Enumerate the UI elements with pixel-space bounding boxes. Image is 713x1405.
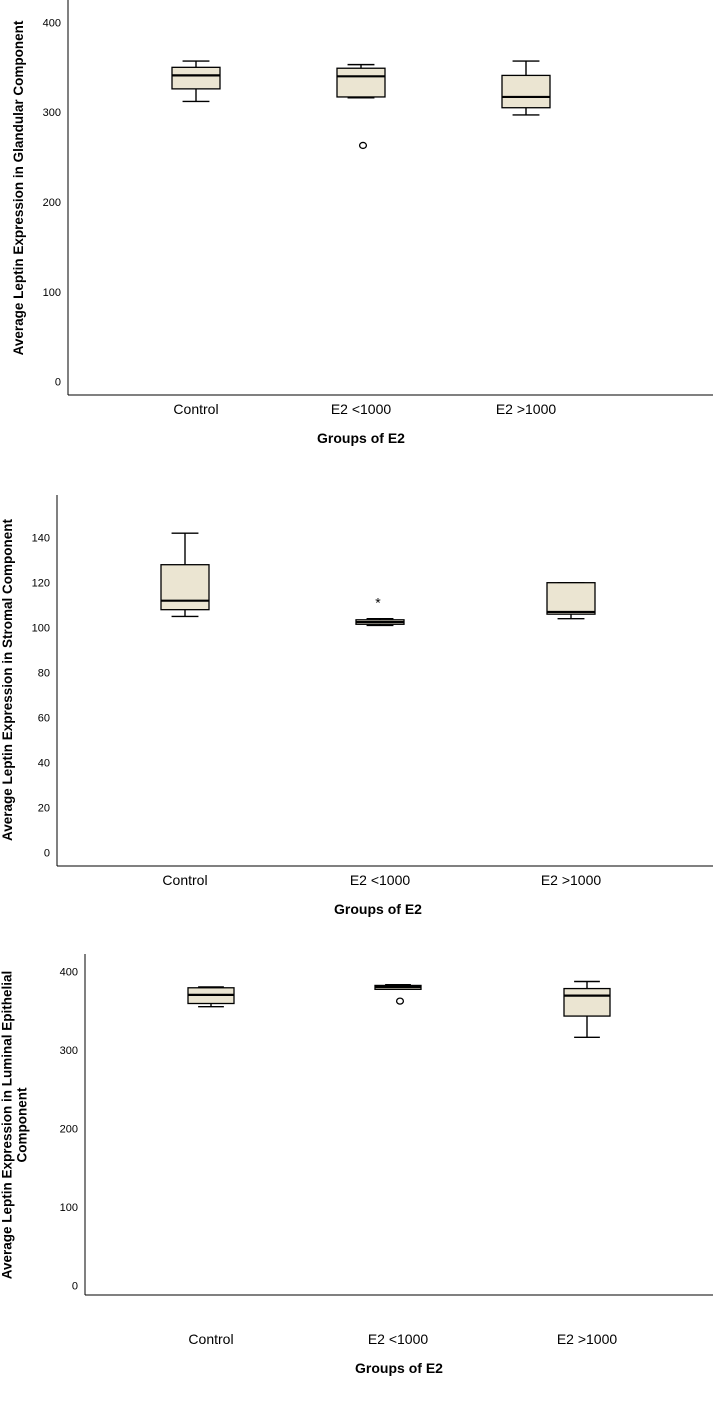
panel2-category-label: Control xyxy=(162,872,207,888)
panel2-ytick-label: 40 xyxy=(38,758,50,770)
panel2-ytick-label: 100 xyxy=(32,623,50,635)
panel3-x-axis-label: Groups of E2 xyxy=(355,1360,443,1376)
panel1-ytick-label: 300 xyxy=(43,107,61,119)
panel1-box xyxy=(501,74,551,109)
panel3-ytick-label: 200 xyxy=(60,1123,78,1135)
panel2-box xyxy=(160,564,210,611)
panel3-y-axis-label: Component xyxy=(15,1087,30,1162)
panel1-ytick-label: 0 xyxy=(55,377,61,389)
panel1-x-axis-label: Groups of E2 xyxy=(317,430,405,446)
panel2-y-axis-label: Average Leptin Expression in Stromal Com… xyxy=(0,518,15,841)
panel3-category-label: Control xyxy=(188,1331,233,1347)
panel2-category-label: E2 <1000 xyxy=(350,872,411,888)
panel2-ytick-label: 140 xyxy=(32,533,50,545)
panel1-ytick-label: 200 xyxy=(43,197,61,209)
panel2-box xyxy=(546,582,596,615)
panel1-category-label: Control xyxy=(173,401,218,417)
panel1-ytick-label: 400 xyxy=(43,17,61,29)
panel3-y-axis-label: Average Leptin Expression in Luminal Epi… xyxy=(0,971,15,1280)
panel2-category-label: E2 >1000 xyxy=(541,872,602,888)
panel2-ytick-label: 120 xyxy=(32,578,50,590)
panel3-ytick-label: 300 xyxy=(60,1045,78,1057)
panel3-ytick-label: 0 xyxy=(72,1281,78,1293)
panel1-y-axis-label: Average Leptin Expression in Glandular C… xyxy=(11,20,26,355)
panel2-ytick-label: 0 xyxy=(44,848,50,860)
panel1-outlier xyxy=(358,141,368,150)
panel2-ytick-label: 60 xyxy=(38,713,50,725)
panel1-box xyxy=(336,67,386,98)
panel3-outlier xyxy=(395,997,405,1005)
panel3-category-label: E2 >1000 xyxy=(557,1331,618,1347)
panel2-x-axis-label: Groups of E2 xyxy=(334,901,422,917)
panel3-ytick-label: 100 xyxy=(60,1202,78,1214)
panel1-box xyxy=(171,66,221,90)
panel1-category-label: E2 <1000 xyxy=(331,401,392,417)
panel1-category-label: E2 >1000 xyxy=(496,401,557,417)
panel2-ytick-label: 80 xyxy=(38,668,50,680)
panel3-ytick-label: 400 xyxy=(60,966,78,978)
panel2-extreme-outlier: * xyxy=(375,595,381,611)
panel1-ytick-label: 100 xyxy=(43,287,61,299)
panel3-box xyxy=(563,987,611,1017)
panel3-category-label: E2 <1000 xyxy=(368,1331,429,1347)
panel2-ytick-label: 20 xyxy=(38,803,50,815)
